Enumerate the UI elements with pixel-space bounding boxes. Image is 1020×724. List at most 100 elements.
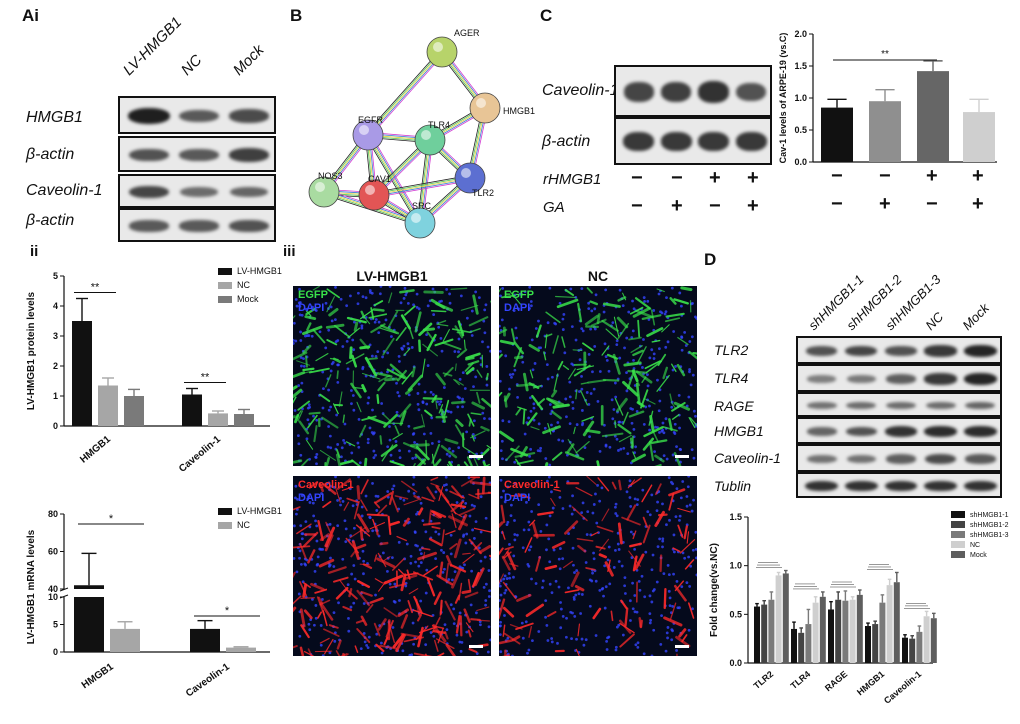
- dapi-nucleus: [336, 443, 340, 446]
- cell-fiber: [481, 476, 486, 495]
- dapi-nucleus: [439, 400, 443, 404]
- dapi-nucleus: [418, 548, 422, 552]
- dapi-nucleus: [678, 519, 681, 522]
- cell-fiber: [346, 316, 367, 324]
- dapi-nucleus: [648, 428, 652, 432]
- dapi-nucleus: [381, 355, 384, 359]
- cell-fiber: [503, 551, 512, 559]
- dapi-nucleus: [311, 305, 314, 309]
- dapi-nucleus: [596, 400, 600, 403]
- dapi-nucleus: [377, 331, 381, 335]
- cell-fiber: [392, 432, 403, 440]
- y-tick-label: 1.5: [729, 512, 742, 522]
- cell-fiber: [465, 356, 475, 361]
- dapi-nucleus: [688, 368, 691, 371]
- dapi-nucleus: [307, 622, 311, 626]
- cell-fiber: [438, 561, 444, 578]
- dapi-nucleus: [686, 485, 690, 489]
- dapi-nucleus: [499, 584, 502, 588]
- dapi-nucleus: [546, 321, 550, 325]
- cell-fiber: [413, 494, 422, 501]
- dapi-nucleus: [398, 360, 401, 363]
- dapi-nucleus: [629, 505, 633, 508]
- cell-fiber: [356, 589, 371, 607]
- dapi-nucleus: [300, 364, 303, 368]
- dapi-nucleus: [529, 409, 533, 413]
- dapi-nucleus: [617, 449, 620, 452]
- cell-fiber: [297, 410, 304, 422]
- dapi-nucleus: [580, 409, 584, 412]
- dapi-nucleus: [660, 429, 664, 433]
- y-axis-label: LV-HMGB1 mRNA levels: [26, 529, 37, 644]
- cell-fiber: [552, 335, 559, 354]
- cell-fiber: [656, 288, 665, 293]
- dapi-nucleus: [572, 563, 575, 567]
- cell-fiber: [502, 548, 510, 559]
- dapi-nucleus: [504, 354, 508, 358]
- dapi-nucleus: [373, 320, 377, 324]
- dapi-nucleus: [691, 548, 695, 552]
- cell-fiber: [619, 633, 635, 648]
- dapi-nucleus: [414, 543, 418, 547]
- network-edge: [373, 175, 470, 193]
- dapi-nucleus: [654, 425, 657, 429]
- blot-band: [736, 82, 767, 102]
- cell-fiber: [383, 413, 398, 428]
- dapi-nucleus: [300, 532, 304, 536]
- cell-fiber: [463, 608, 471, 623]
- cell-fiber: [624, 607, 629, 627]
- cell-fiber: [387, 310, 399, 329]
- cell-fiber: [531, 394, 544, 411]
- network-node: [308, 176, 340, 208]
- cell-fiber: [402, 442, 418, 450]
- microscopy-image: [499, 476, 697, 656]
- y-tick-label: 0.5: [729, 609, 742, 619]
- blot-band: [965, 401, 996, 410]
- cell-fiber: [355, 619, 365, 624]
- dapi-nucleus: [380, 651, 384, 655]
- blot-band: [885, 454, 917, 464]
- d-blot-strip: [796, 336, 1002, 364]
- dapi-nucleus: [333, 639, 337, 643]
- cell-fiber: [657, 513, 668, 517]
- dapi-nucleus: [672, 572, 675, 576]
- cell-fiber: [542, 425, 561, 435]
- dapi-nucleus: [468, 514, 472, 518]
- dapi-nucleus: [595, 521, 599, 525]
- dapi-nucleus: [631, 299, 634, 303]
- dapi-nucleus: [617, 560, 621, 563]
- d-lane-label: Mock: [959, 300, 992, 333]
- dapi-nucleus: [548, 403, 552, 406]
- cell-fiber: [501, 530, 506, 540]
- dapi-nucleus: [392, 600, 396, 603]
- dapi-nucleus: [671, 604, 675, 608]
- dapi-nucleus: [304, 520, 308, 523]
- cell-fiber: [546, 610, 557, 618]
- dapi-nucleus: [325, 482, 329, 486]
- dapi-nucleus: [548, 286, 552, 290]
- dapi-nucleus: [368, 426, 372, 430]
- dapi-nucleus: [689, 564, 693, 568]
- dapi-nucleus: [412, 483, 415, 486]
- y-axis-label: Cav-1 levels of ARPE-19 (vs.C): [778, 33, 788, 164]
- dapi-nucleus: [681, 551, 685, 555]
- cell-fiber: [382, 413, 392, 423]
- cell-fiber: [622, 380, 639, 397]
- cell-fiber: [551, 451, 563, 461]
- cell-fiber: [356, 401, 362, 413]
- dapi-nucleus: [474, 375, 478, 379]
- cell-fiber: [404, 305, 416, 316]
- dapi-nucleus: [614, 645, 618, 649]
- cell-fiber: [501, 294, 516, 299]
- d-row-label: RAGE: [714, 398, 754, 414]
- dapi-nucleus: [499, 624, 502, 628]
- legend-label: LV-HMGB1: [237, 266, 282, 276]
- dapi-nucleus: [664, 310, 668, 314]
- cell-fiber: [395, 327, 407, 342]
- dapi-nucleus: [589, 327, 593, 331]
- network-node-highlight: [315, 182, 325, 192]
- cell-fiber: [374, 492, 393, 504]
- dapi-nucleus: [580, 287, 584, 291]
- cell-fiber: [302, 344, 312, 354]
- cell-fiber: [445, 530, 456, 536]
